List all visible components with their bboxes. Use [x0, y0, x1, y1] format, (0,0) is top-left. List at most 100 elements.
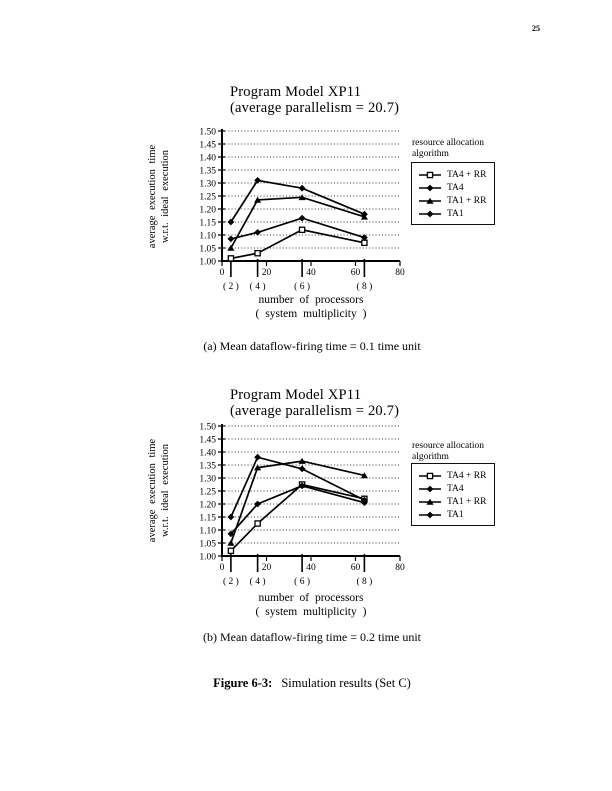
chart-a-legend-title: resource allocation algorithm [412, 138, 484, 160]
chart-b-y-axis-label: average execution time w.r.t. ideal exec… [147, 425, 172, 556]
data-point-marker [426, 171, 434, 178]
legend-item-label: TA4 [447, 182, 464, 193]
series-line [230, 484, 365, 535]
x-tick-label: 80 [395, 268, 405, 278]
data-point-marker [254, 249, 261, 257]
y-tick-label: 1.35 [199, 167, 216, 177]
data-point-marker [361, 496, 368, 504]
y-tick-label: 1.00 [199, 258, 216, 268]
chart-b-title: Program Model XP11 [230, 387, 362, 403]
series-TA1 [227, 177, 368, 226]
data-point-marker [227, 255, 235, 262]
chart-a-legend: TA4 + RR TA4 TA1 + RR TA1 [411, 162, 495, 225]
chart-b-x-axis-label: number of processors ( system multiplici… [211, 592, 411, 619]
legend-item-label: TA1 [447, 509, 464, 520]
multiplicity-label: ( 8 ) [356, 281, 372, 292]
y-tick-label: 1.20 [199, 501, 216, 511]
chart-a-plot: 1.00 1.05 1.10 1.15 1.20 1.25 1.30 1.35 1.40 1.45… [199, 128, 405, 293]
data-point-marker [254, 464, 262, 471]
data-point-marker [298, 214, 306, 222]
chart-b-legend-title: resource allocation algorithm [412, 441, 484, 463]
multiplicity-label: ( 4 ) [250, 576, 266, 587]
y-tick-label: 1.30 [199, 475, 216, 485]
series-line [230, 228, 365, 260]
data-point-marker [227, 235, 235, 243]
data-point-marker [254, 177, 261, 184]
x-tick-label: 0 [220, 268, 225, 278]
legend-item-label: TA4 [447, 483, 464, 494]
y-tick-label: 1.50 [199, 128, 216, 138]
series-TA1 [227, 453, 368, 521]
data-point-marker [298, 226, 306, 234]
legend-title-line: algorithm [412, 452, 449, 462]
y-tick-label: 1.00 [199, 553, 216, 563]
multiplicity-label: ( 6 ) [294, 281, 310, 292]
series-line [230, 460, 365, 544]
y-tick-label: 1.35 [199, 462, 216, 472]
multiplicity-label: ( 4 ) [250, 281, 266, 292]
data-point-marker [426, 184, 434, 191]
series-TA4 [227, 214, 368, 243]
x-tick-label: 20 [262, 268, 272, 278]
legend-title-line: algorithm [412, 149, 449, 159]
chart-a-x-axis-label: number of processors ( system multiplici… [211, 294, 411, 321]
x-tick-label: 40 [306, 268, 316, 278]
legend-item-label: TA1 [447, 208, 464, 219]
multiplicity-label: ( 6 ) [294, 576, 310, 587]
data-point-marker [361, 234, 368, 241]
legend-item: TA1 + RR [418, 495, 494, 508]
y-tick-label: 1.25 [199, 193, 216, 203]
multiplicity-label: ( 8 ) [356, 576, 372, 587]
legend-marker-square-open-icon [419, 171, 441, 178]
series-line [230, 179, 365, 223]
data-point-marker [298, 184, 306, 192]
legend-item-label: TA4 + RR [447, 169, 487, 180]
y-tick-label: 1.05 [199, 245, 216, 255]
page-number: 25 [532, 24, 540, 33]
y-tick-label: 1.05 [199, 540, 216, 550]
data-point-marker [254, 229, 261, 236]
data-point-marker [298, 482, 306, 490]
data-point-marker [254, 196, 262, 203]
y-tick-label: 1.20 [199, 206, 216, 216]
legend-item: TA1 [418, 207, 494, 220]
legend-marker-triangle-icon [419, 197, 441, 204]
series-TA1+RR [227, 194, 368, 251]
y-tick-label: 1.15 [199, 219, 216, 229]
legend-item: TA4 [418, 482, 494, 495]
y-tick-label: 1.45 [199, 141, 216, 151]
y-tick-label: 1.40 [199, 449, 216, 459]
x-tick-label: 60 [351, 268, 361, 278]
data-point-marker [298, 465, 306, 473]
series-line [230, 196, 365, 249]
data-point-marker [426, 472, 434, 479]
legend-item-label: TA4 + RR [447, 470, 487, 481]
data-point-marker [227, 244, 235, 251]
legend-marker-square-open-icon [419, 472, 441, 479]
series-TA1+RR [227, 457, 368, 546]
data-point-marker [254, 520, 261, 527]
legend-marker-diamond-icon [419, 511, 441, 518]
y-tick-label: 1.25 [199, 488, 216, 498]
y-tick-label: 1.45 [199, 436, 216, 446]
y-tick-label: 1.10 [199, 232, 216, 242]
x-tick-label: 0 [220, 563, 225, 573]
legend-marker-triangle-icon [419, 498, 441, 505]
multiplicity-label: ( 2 ) [223, 281, 239, 292]
chart-a-title: Program Model XP11 [230, 84, 362, 100]
chart-a-y-axis-label: average execution time w.r.t. ideal exec… [147, 131, 172, 262]
chart-b-plot: 1.00 1.05 1.10 1.15 1.20 1.25 1.30 1.35 1.40 1.45… [199, 423, 405, 588]
chart-a-subtitle: (average parallelism = 20.7) [230, 100, 400, 116]
y-tick-label: 1.30 [199, 180, 216, 190]
chart-b-subtitle: (average parallelism = 20.7) [230, 403, 400, 419]
legend-marker-diamond-icon [419, 210, 441, 217]
data-point-marker [227, 513, 235, 521]
x-tick-label: 60 [351, 563, 361, 573]
figure-caption: Figure 6-3: Simulation results (Set C) [106, 676, 518, 691]
y-axis-label-line: average execution time [147, 438, 158, 543]
legend-item-label: TA1 + RR [447, 496, 487, 507]
data-point-marker [426, 197, 434, 204]
chart-b-legend: TA4 + RR TA4 TA1 + RR TA1 [411, 463, 495, 526]
data-point-marker [298, 194, 306, 201]
